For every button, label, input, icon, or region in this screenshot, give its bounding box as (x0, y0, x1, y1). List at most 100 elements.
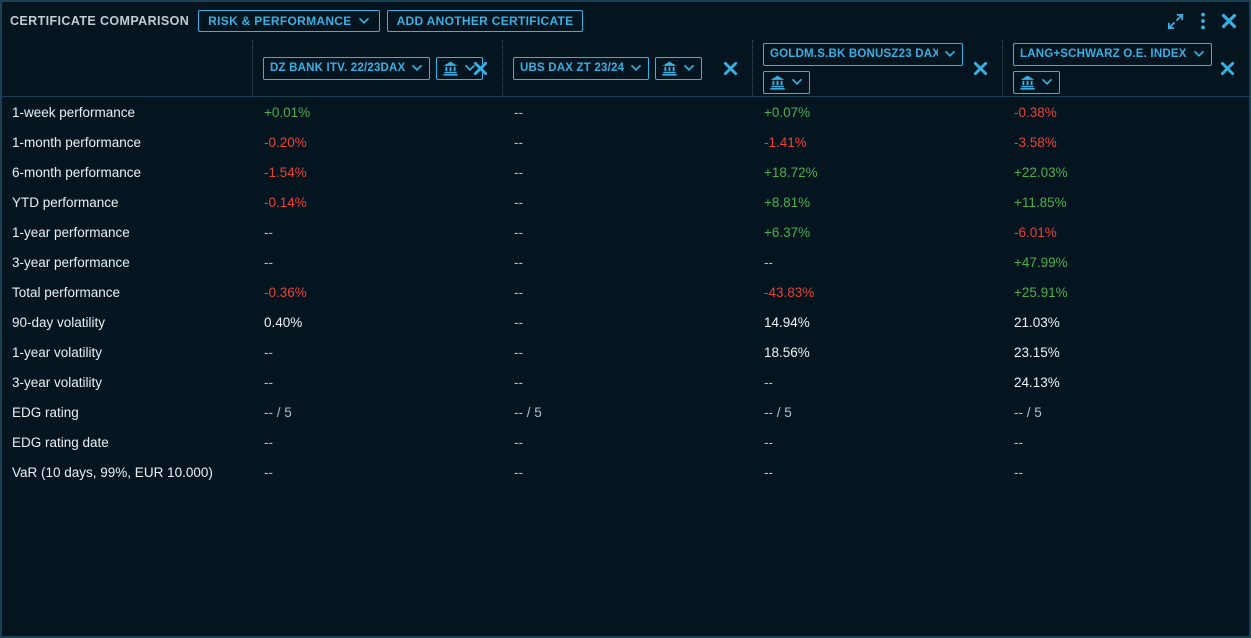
cell-value: -- (514, 254, 523, 270)
certificate-column-header: UBS DAX ZT 23/24 (502, 40, 752, 96)
row-label: VaR (10 days, 99%, EUR 10.000) (12, 464, 213, 480)
remove-certificate-button[interactable] (973, 61, 988, 76)
cell-value: -43.83% (764, 284, 815, 300)
cell-value: -0.36% (264, 284, 307, 300)
remove-certificate-button[interactable] (473, 61, 488, 76)
table-row: 1-week performance +0.01% -- +0.07% -0.38% (2, 97, 1249, 127)
bank-icon (1020, 75, 1035, 90)
cell-value: +0.01% (264, 104, 311, 120)
cell-value: -- (264, 464, 273, 480)
table-row: Total performance -0.36% -- -43.83% +25.91% (2, 277, 1249, 307)
cell-value: 23.15% (1014, 344, 1060, 360)
cell-value: 14.94% (764, 314, 810, 330)
add-certificate-label: ADD ANOTHER CERTIFICATE (396, 14, 574, 28)
table-row: 3-year volatility -- -- -- 24.13% (2, 367, 1249, 397)
cell-value: -- (514, 164, 523, 180)
cell-value: -- / 5 (1014, 404, 1042, 420)
cell-value: -- (514, 374, 523, 390)
view-selector-label: RISK & PERFORMANCE (208, 14, 352, 28)
cell-value: +8.81% (764, 194, 811, 210)
chevron-down-icon (683, 64, 695, 72)
issuer-filter-dropdown[interactable] (1013, 70, 1060, 94)
row-label: 3-year volatility (12, 374, 103, 390)
cell-value: -- (514, 344, 523, 360)
expand-icon[interactable] (1166, 12, 1185, 31)
cell-value: -- (764, 374, 773, 390)
cell-value: +22.03% (1014, 164, 1068, 180)
certificate-column-header: DZ BANK ITV. 22/23DAX (252, 40, 502, 96)
cell-value: -- / 5 (514, 404, 542, 420)
close-icon (1220, 61, 1235, 76)
chevron-down-icon (411, 64, 423, 72)
chevron-down-icon (358, 17, 370, 25)
chevron-down-icon (944, 50, 956, 58)
table-row: VaR (10 days, 99%, EUR 10.000) -- -- -- -- (2, 457, 1249, 487)
table-row: EDG rating date -- -- -- -- (2, 427, 1249, 457)
view-selector-dropdown[interactable]: RISK & PERFORMANCE (198, 10, 380, 32)
row-label: 1-week performance (12, 104, 136, 120)
cell-value: +47.99% (1014, 254, 1068, 270)
issuer-filter-dropdown[interactable] (763, 70, 810, 94)
cell-value: -- (264, 254, 273, 270)
cell-value: -- (264, 374, 273, 390)
cell-value: -1.54% (264, 164, 307, 180)
remove-certificate-button[interactable] (1220, 61, 1235, 76)
certificate-column-header: GOLDM.S.BK BONUSZ23 DAX (752, 40, 1002, 96)
table-row: 90-day volatility 0.40% -- 14.94% 21.03% (2, 307, 1249, 337)
table-row: 1-year volatility -- -- 18.56% 23.15% (2, 337, 1249, 367)
cell-value: +0.07% (764, 104, 811, 120)
cell-value: -- (264, 434, 273, 450)
cell-value: -- (514, 224, 523, 240)
row-label: 6-month performance (12, 164, 142, 180)
cell-value: -1.41% (764, 134, 807, 150)
cell-value: -- (764, 434, 773, 450)
table-row: EDG rating -- / 5 -- / 5 -- / 5 -- / 5 (2, 397, 1249, 427)
cell-value: -- (514, 134, 523, 150)
chevron-down-icon (791, 78, 803, 86)
cell-value: -3.58% (1014, 134, 1057, 150)
certificate-selector-dropdown[interactable]: DZ BANK ITV. 22/23DAX (263, 56, 431, 80)
certificate-selector-dropdown[interactable]: GOLDM.S.BK BONUSZ23 DAX (763, 42, 963, 66)
kebab-menu-icon[interactable] (1200, 12, 1206, 30)
certificate-selector-dropdown[interactable]: LANG+SCHWARZ O.E. INDEX (1013, 42, 1212, 66)
certificate-selector-dropdown[interactable]: UBS DAX ZT 23/24 (513, 56, 650, 80)
cell-value: +6.37% (764, 224, 811, 240)
row-label: EDG rating date (12, 434, 109, 450)
row-label: 1-month performance (12, 134, 142, 150)
cell-value: 18.56% (764, 344, 810, 360)
cell-value: -- (264, 224, 273, 240)
row-label-column-spacer (2, 40, 252, 96)
row-label: Total performance (12, 284, 121, 300)
cell-value: -- / 5 (764, 404, 792, 420)
cell-value: -- (764, 464, 773, 480)
cell-value: -0.38% (1014, 104, 1057, 120)
cell-value: 21.03% (1014, 314, 1060, 330)
cell-value: -- (514, 104, 523, 120)
row-label: YTD performance (12, 194, 119, 210)
issuer-filter-dropdown[interactable] (436, 56, 484, 80)
cell-value: -6.01% (1014, 224, 1057, 240)
window-controls (1166, 12, 1237, 31)
certificate-name: UBS DAX ZT 23/24 (520, 62, 625, 74)
bank-icon (443, 61, 458, 76)
cell-value: +18.72% (764, 164, 818, 180)
cell-value: -0.20% (264, 134, 307, 150)
issuer-filter-dropdown[interactable] (655, 56, 703, 80)
certificate-name: GOLDM.S.BK BONUSZ23 DAX (770, 48, 938, 60)
remove-certificate-button[interactable] (723, 61, 738, 76)
add-certificate-button[interactable]: ADD ANOTHER CERTIFICATE (386, 10, 584, 32)
row-label: 1-year performance (12, 224, 130, 240)
row-label: 3-year performance (12, 254, 130, 270)
close-icon[interactable] (1221, 13, 1237, 29)
close-icon (723, 61, 738, 76)
bank-icon (662, 61, 677, 76)
cell-value: -- (1014, 464, 1023, 480)
certificate-name: LANG+SCHWARZ O.E. INDEX (1020, 48, 1187, 60)
chevron-down-icon (1193, 50, 1205, 58)
cell-value: -- (264, 344, 273, 360)
cell-value: +11.85% (1014, 194, 1067, 210)
table-row: 6-month performance -1.54% -- +18.72% +22.03… (2, 157, 1249, 187)
cell-value: -- / 5 (264, 404, 292, 420)
comparison-table-header: DZ BANK ITV. 22/23DAX UBS DAX ZT 23/24 (2, 40, 1249, 97)
